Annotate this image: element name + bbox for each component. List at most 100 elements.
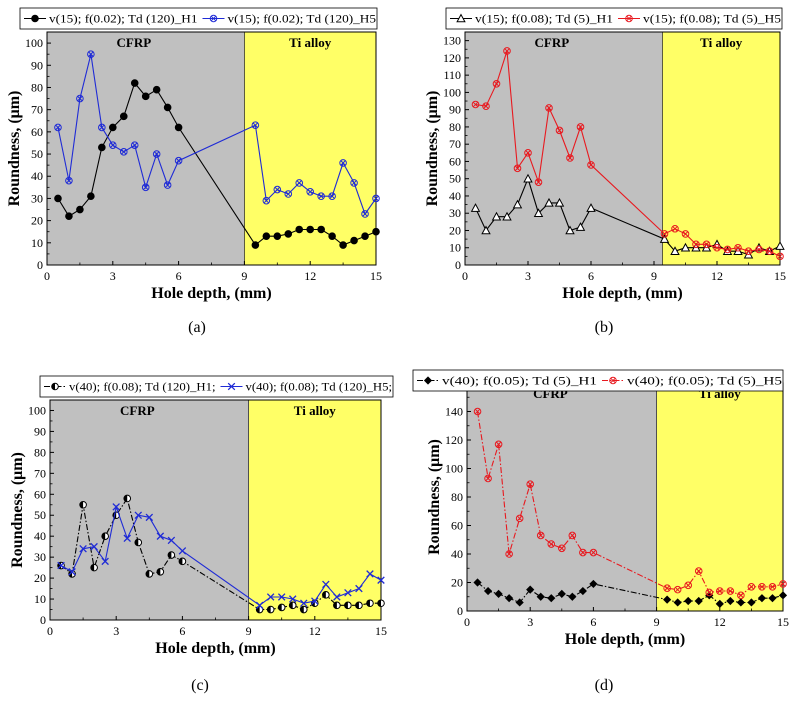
series-h1 xyxy=(473,578,788,608)
data-point xyxy=(295,225,304,234)
data-point xyxy=(775,241,785,250)
data-point xyxy=(660,230,669,238)
data-point xyxy=(156,532,165,540)
data-point xyxy=(284,230,293,238)
data-point xyxy=(284,190,293,198)
data-point xyxy=(167,536,176,545)
data-point xyxy=(505,550,513,558)
region-label-cfrp: CFRP xyxy=(120,403,155,418)
data-point xyxy=(663,584,671,593)
data-point xyxy=(481,225,491,235)
region-cfrp xyxy=(467,383,657,611)
data-point xyxy=(79,500,87,509)
y-tick-label: 80 xyxy=(31,80,43,94)
data-point xyxy=(663,595,672,604)
data-point xyxy=(79,545,87,553)
data-point xyxy=(339,159,347,167)
legend-swatch-marker xyxy=(456,13,466,23)
legend-entry: v(15); f(0.08); Td (5)_H1 xyxy=(475,14,613,26)
series-h5 xyxy=(57,503,385,610)
data-point xyxy=(152,150,161,158)
y-tick-label: 60 xyxy=(449,154,461,168)
data-point xyxy=(547,540,556,548)
data-point xyxy=(377,599,385,608)
x-tick-label: 0 xyxy=(462,269,468,283)
y-tick-label: 30 xyxy=(31,191,43,205)
data-point xyxy=(156,568,165,576)
data-point xyxy=(694,567,703,575)
data-point xyxy=(262,232,271,240)
legend-box xyxy=(412,369,784,392)
data-point xyxy=(523,173,533,183)
data-point xyxy=(306,187,315,196)
data-point xyxy=(87,50,95,58)
data-point xyxy=(502,211,512,221)
chart-panel-c: CFRP Ti alloy 0 10 20 30 40 50 60 70 80 90 100 0 3 6 9 12… xyxy=(9,375,394,657)
panel-label: (a) xyxy=(188,319,206,336)
data-point xyxy=(174,156,183,165)
data-point xyxy=(322,591,330,599)
y-tick-label: 0 xyxy=(455,258,461,272)
data-point xyxy=(659,234,670,243)
data-point xyxy=(505,594,514,603)
data-point xyxy=(311,597,319,605)
data-point xyxy=(536,592,545,601)
y-tick-label: 10 xyxy=(34,592,46,606)
series-line xyxy=(60,497,381,611)
data-point xyxy=(484,474,492,483)
data-point xyxy=(555,126,564,135)
legend-entry: v(40); f(0.08); Td (120)_H1; xyxy=(69,382,216,394)
region-label-ti-alloy: Ti alloy xyxy=(700,35,743,50)
data-point xyxy=(130,141,139,149)
data-point xyxy=(350,179,358,187)
y-tick-label: 0 xyxy=(457,604,463,618)
data-point xyxy=(174,123,183,132)
data-point xyxy=(163,181,172,189)
data-point xyxy=(565,225,575,235)
x-tick-label: 12 xyxy=(714,615,726,629)
legend: v(40); f(0.08); Td (120)_H1; v(40); f(0.0… xyxy=(39,375,394,398)
legend-swatch-marker xyxy=(31,14,39,23)
data-point xyxy=(98,143,106,152)
data-point xyxy=(566,154,574,162)
data-point xyxy=(533,208,544,218)
x-tick-label: 15 xyxy=(370,269,382,283)
y-tick-label: 130 xyxy=(443,34,461,48)
x-tick-label: 9 xyxy=(651,269,657,283)
y-tick-label: 140 xyxy=(445,405,463,419)
data-point xyxy=(145,513,154,522)
data-point xyxy=(76,94,84,103)
chart-panel-b: CFRP Ti alloy0102030405060708090100110120… xyxy=(424,7,786,302)
data-point xyxy=(491,211,502,221)
data-point xyxy=(512,199,523,209)
data-point xyxy=(692,240,700,249)
data-point xyxy=(716,587,724,595)
data-point xyxy=(295,179,304,187)
data-point xyxy=(586,203,596,212)
data-point xyxy=(758,582,766,591)
data-point xyxy=(471,100,480,109)
data-point xyxy=(776,252,784,261)
data-point xyxy=(98,123,106,132)
data-point xyxy=(568,592,577,601)
y-tick-label: 110 xyxy=(443,68,461,82)
x-tick-label: 9 xyxy=(246,624,252,638)
data-point xyxy=(152,85,161,94)
data-point xyxy=(702,240,711,249)
legend-entry: v(40); f(0.05); Td (5)_H1 xyxy=(442,376,597,388)
data-point xyxy=(578,586,587,596)
x-axis-label: Hole depth, (mm) xyxy=(565,631,685,648)
data-point xyxy=(344,589,352,597)
data-point xyxy=(513,164,522,173)
data-point xyxy=(545,104,553,112)
data-point xyxy=(163,103,172,112)
y-tick-label: 120 xyxy=(445,433,463,447)
data-point xyxy=(673,598,682,607)
data-point xyxy=(768,594,777,603)
data-point xyxy=(109,141,117,149)
data-point xyxy=(778,591,788,600)
data-point xyxy=(333,593,341,601)
data-point xyxy=(65,212,73,220)
data-point xyxy=(515,514,524,523)
data-point xyxy=(266,605,275,614)
